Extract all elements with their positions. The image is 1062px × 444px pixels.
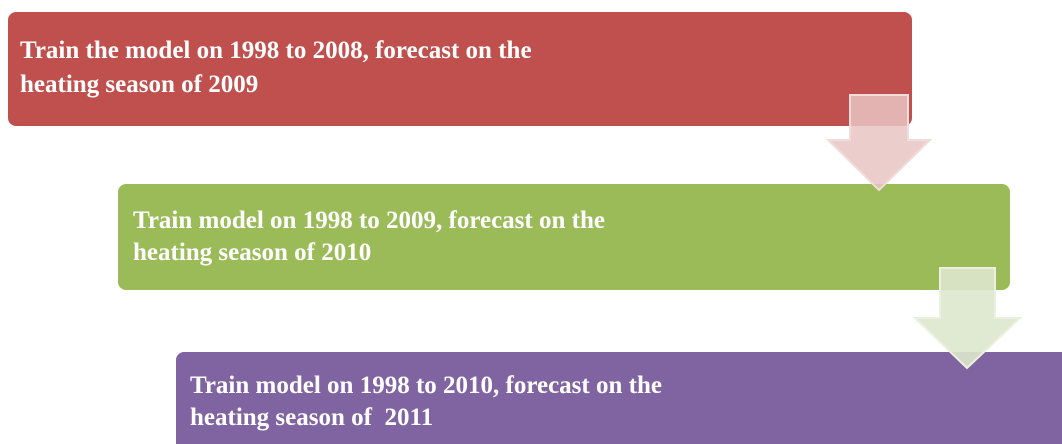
step-text: Train model on 1998 to 2009, forecast on…	[133, 207, 605, 234]
step-text: heating season of 2009	[20, 71, 259, 98]
step-text: heating season of 2010	[133, 239, 372, 266]
step-text: heating season of 2011	[190, 404, 434, 431]
step-text: Train model on 1998 to 2010, forecast on…	[190, 372, 662, 399]
step-box	[176, 352, 1062, 444]
step-text: Train the model on 1998 to 2008, forecas…	[20, 37, 532, 64]
step-box	[118, 184, 1010, 290]
down-arrow	[825, 94, 933, 192]
down-arrow	[912, 267, 1023, 370]
step-box	[8, 12, 912, 126]
